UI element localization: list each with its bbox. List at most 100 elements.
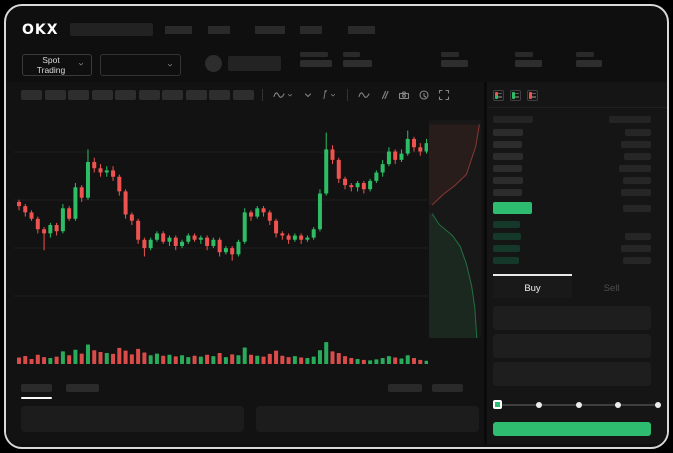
ask-row[interactable] (493, 174, 651, 186)
bid-row[interactable] (493, 242, 651, 254)
stat-label-placeholder (300, 52, 328, 57)
tab-sell[interactable]: Sell (603, 283, 620, 294)
ask-amount-placeholder (624, 152, 651, 160)
book-bids-view-icon[interactable] (510, 89, 521, 101)
caret-icon (304, 93, 312, 98)
timeframe-button[interactable] (232, 90, 254, 100)
toolbar-divider (346, 89, 348, 101)
ask-row[interactable] (493, 186, 651, 198)
bid-row[interactable] (493, 230, 651, 242)
slider-stop[interactable] (615, 402, 622, 408)
divider (487, 107, 667, 108)
slashes-tool-button[interactable] (378, 89, 390, 101)
pair-name-placeholder (228, 56, 281, 71)
market-stat-placeholder (343, 52, 372, 67)
order-form-fields (493, 306, 651, 390)
chevron-down-icon (77, 60, 85, 70)
top-nav: OKX (6, 6, 667, 46)
timeframe-button[interactable] (21, 90, 42, 100)
ask-price-placeholder (493, 140, 522, 148)
timeframe-button[interactable] (162, 90, 183, 100)
wave-tool-button[interactable] (273, 89, 294, 101)
wave-tool-button[interactable] (358, 89, 370, 101)
caret-tool-button[interactable] (302, 89, 314, 101)
amount-slider[interactable] (493, 398, 661, 412)
timeframe-button[interactable] (91, 90, 113, 100)
stat-value-placeholder (343, 60, 372, 67)
bottom-tabs-row (6, 376, 484, 406)
chart-section: ƒ (6, 82, 484, 444)
amount-field[interactable] (493, 334, 651, 358)
pair-selector-dropdown[interactable] (100, 54, 181, 76)
bottom-action-placeholder[interactable] (432, 384, 463, 392)
ask-row[interactable] (493, 138, 651, 150)
slider-stop[interactable] (535, 402, 542, 408)
market-type-label: Spot Trading (36, 55, 66, 75)
pair-coin-avatar (205, 55, 222, 72)
camera-icon (398, 91, 409, 100)
ask-amount-placeholder (621, 140, 651, 148)
bottom-action-placeholder[interactable] (388, 384, 422, 392)
market-type-dropdown[interactable]: Spot Trading (22, 54, 92, 76)
stat-label-placeholder (576, 52, 594, 57)
ask-row[interactable] (493, 162, 651, 174)
timeframe-button[interactable] (68, 90, 89, 100)
market-stat-placeholder (515, 52, 542, 67)
bid-price-placeholder (493, 256, 519, 264)
slider-stop[interactable] (655, 402, 661, 408)
last-price-highlight[interactable] (493, 202, 532, 214)
bid-row[interactable] (493, 254, 651, 266)
ask-amount-placeholder (623, 176, 651, 184)
buy-submit-button[interactable] (493, 422, 651, 436)
clock-tool-button[interactable] (418, 89, 430, 101)
slider-stop[interactable] (575, 402, 582, 408)
orderbook-panel: Buy Sell (487, 82, 667, 444)
book-split-view-icon[interactable] (493, 89, 504, 101)
slider-handle[interactable] (493, 400, 502, 409)
ask-price-placeholder (493, 128, 523, 136)
stat-value-placeholder (300, 60, 332, 67)
bottom-tab-placeholder[interactable] (66, 384, 99, 392)
app-window: OKX Spot Trading ƒ (4, 4, 669, 449)
caret-icon (167, 63, 173, 67)
ask-row[interactable] (493, 126, 651, 138)
stat-label-placeholder (515, 52, 533, 57)
tab-buy[interactable]: Buy (493, 274, 572, 298)
price-column-header-placeholder (493, 115, 533, 123)
bid-price-placeholder (493, 220, 520, 228)
nav-item-placeholder[interactable] (348, 26, 375, 34)
timeframe-button[interactable] (185, 90, 207, 100)
stat-value-placeholder (576, 60, 602, 67)
bid-amount-placeholder (621, 244, 651, 252)
total-field[interactable] (493, 362, 651, 386)
bid-price-placeholder (493, 244, 520, 252)
timeframe-button[interactable] (138, 90, 160, 100)
nav-item-placeholder[interactable] (300, 26, 322, 34)
timeframe-button[interactable] (44, 90, 66, 100)
timeframe-button[interactable] (209, 90, 230, 100)
slashes-icon (381, 90, 389, 100)
last-price-row (493, 200, 651, 216)
bottom-panel-placeholder (256, 406, 479, 432)
nav-item-placeholder[interactable] (165, 26, 192, 34)
bottom-tab-placeholder[interactable] (21, 384, 52, 392)
wave-icon (273, 92, 285, 98)
nav-item-placeholder[interactable] (255, 26, 285, 34)
book-asks-view-icon[interactable] (527, 89, 538, 101)
nav-search-placeholder[interactable] (70, 23, 153, 36)
nav-item-placeholder[interactable] (208, 26, 230, 34)
ask-price-placeholder (493, 152, 523, 160)
indicator-tool-button[interactable]: ƒ (322, 89, 337, 101)
expand-tool-button[interactable] (438, 89, 450, 101)
stat-label-placeholder (343, 52, 360, 57)
market-stat-placeholder (441, 52, 468, 67)
ask-amount-placeholder (621, 188, 651, 196)
candlestick-chart[interactable] (14, 108, 428, 370)
bid-row[interactable] (493, 218, 651, 230)
price-field[interactable] (493, 306, 651, 330)
ask-row[interactable] (493, 150, 651, 162)
bids-list (493, 218, 651, 266)
timeframe-button[interactable] (115, 90, 136, 100)
market-header: Spot Trading (6, 46, 667, 82)
camera-tool-button[interactable] (398, 89, 410, 101)
